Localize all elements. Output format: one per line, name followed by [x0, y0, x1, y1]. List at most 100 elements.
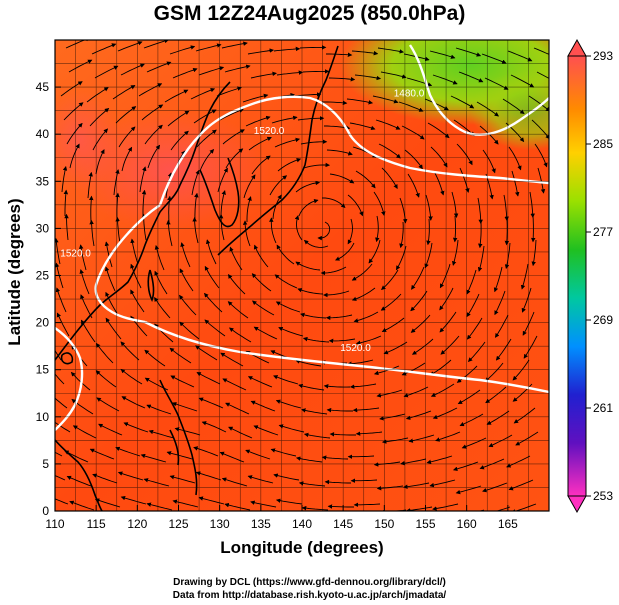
- streamline: [274, 274, 298, 289]
- streamline: [63, 102, 84, 121]
- streamline: [520, 263, 529, 290]
- streamline: [353, 311, 379, 323]
- colorbar-tick-label: 285: [593, 137, 613, 151]
- streamline: [380, 293, 402, 311]
- streamline: [401, 125, 425, 140]
- streamline: [227, 273, 246, 295]
- streamline: [68, 59, 93, 73]
- streamline: [466, 317, 483, 340]
- streamline: [466, 293, 480, 318]
- y-tick-label: 30: [36, 221, 50, 235]
- coastline-hainan: [60, 352, 74, 365]
- coastlines: [55, 45, 339, 511]
- streamline: [216, 86, 242, 97]
- streamline: [455, 47, 482, 57]
- contour-labels: 1520.0 1520.0 1520.0 1480.0: [60, 89, 424, 354]
- x-tick-label: 110: [45, 517, 64, 531]
- streamline: [457, 389, 481, 405]
- streamline: [55, 237, 61, 265]
- streamline: [269, 175, 288, 196]
- contour-label: 1480.0: [394, 89, 425, 100]
- streamline: [120, 495, 147, 505]
- streamline: [148, 429, 175, 439]
- streamline: [378, 143, 401, 159]
- streamline: [275, 399, 302, 409]
- streamline: [404, 149, 423, 170]
- coastline-taiwan: [147, 269, 155, 303]
- colorbar: 293 285 277 269 261 253: [567, 38, 613, 514]
- streamline: [269, 217, 277, 244]
- streamline: [130, 289, 145, 313]
- streamline: [503, 194, 509, 222]
- cool-airmass-patch: [340, 40, 549, 125]
- streamline: [169, 475, 196, 484]
- streamline: [170, 375, 195, 388]
- streamline: [380, 71, 407, 79]
- y-tick-label: 10: [36, 410, 50, 424]
- streamline: [531, 119, 549, 140]
- streamline: [224, 502, 251, 511]
- streamline: [55, 287, 67, 313]
- graticule: [55, 40, 549, 511]
- streamline: [167, 110, 190, 127]
- streamline: [92, 128, 108, 151]
- streamline: [169, 347, 192, 364]
- streamline: [94, 498, 121, 508]
- streamline: [56, 312, 70, 337]
- streamline: [321, 100, 348, 106]
- streamlines: [55, 40, 549, 511]
- streamline: [201, 421, 227, 433]
- streamline: [429, 50, 456, 59]
- x-tick-label: 135: [251, 517, 271, 531]
- streamline: [164, 89, 189, 103]
- streamline: [250, 500, 277, 508]
- streamline: [251, 155, 271, 175]
- x-axis-label: Longitude (degrees): [220, 538, 384, 557]
- streamline: [65, 40, 91, 49]
- streamline: [351, 287, 376, 301]
- x-tick-label: 155: [415, 517, 435, 531]
- streamline: [60, 81, 83, 97]
- streamline: [324, 479, 351, 485]
- streamline: [326, 407, 353, 413]
- streamline: [352, 407, 380, 413]
- streamline: [115, 216, 121, 244]
- streamline: [405, 506, 433, 511]
- streamline: [194, 192, 199, 220]
- streamline: [253, 326, 278, 340]
- streamline: [452, 461, 479, 471]
- streamline: [381, 317, 405, 333]
- coastline-japan: [217, 45, 339, 256]
- streamline: [427, 122, 450, 139]
- streamline: [294, 92, 322, 97]
- streamline: [429, 359, 452, 376]
- streamline: [456, 143, 473, 166]
- streamline: [271, 115, 298, 124]
- colorbar-tick-label: 269: [593, 313, 613, 327]
- streamline: [89, 108, 110, 127]
- streamline: [484, 77, 509, 90]
- streamline: [166, 219, 173, 247]
- streamline: [69, 500, 95, 511]
- streamline: [302, 336, 330, 343]
- streamline: [180, 242, 191, 268]
- streamline: [95, 370, 117, 388]
- streamline: [192, 216, 199, 244]
- streamline: [488, 434, 513, 448]
- streamline: [278, 326, 304, 337]
- streamline: [482, 149, 496, 174]
- credit-drawing: Drawing by DCL (https://www.gfd-dennou.o…: [173, 577, 446, 588]
- streamline: [440, 335, 460, 355]
- streamline: [248, 136, 272, 151]
- streamline: [381, 167, 398, 190]
- streamline: [522, 311, 535, 336]
- cool-airmass-patch-east: [470, 70, 549, 150]
- streamline: [115, 106, 137, 124]
- streamline: [95, 342, 114, 364]
- streamline: [536, 71, 549, 79]
- streamline: [86, 87, 109, 103]
- streamline: [403, 386, 429, 398]
- streamline: [373, 191, 386, 217]
- streamline: [250, 71, 277, 79]
- streamline: [146, 502, 173, 511]
